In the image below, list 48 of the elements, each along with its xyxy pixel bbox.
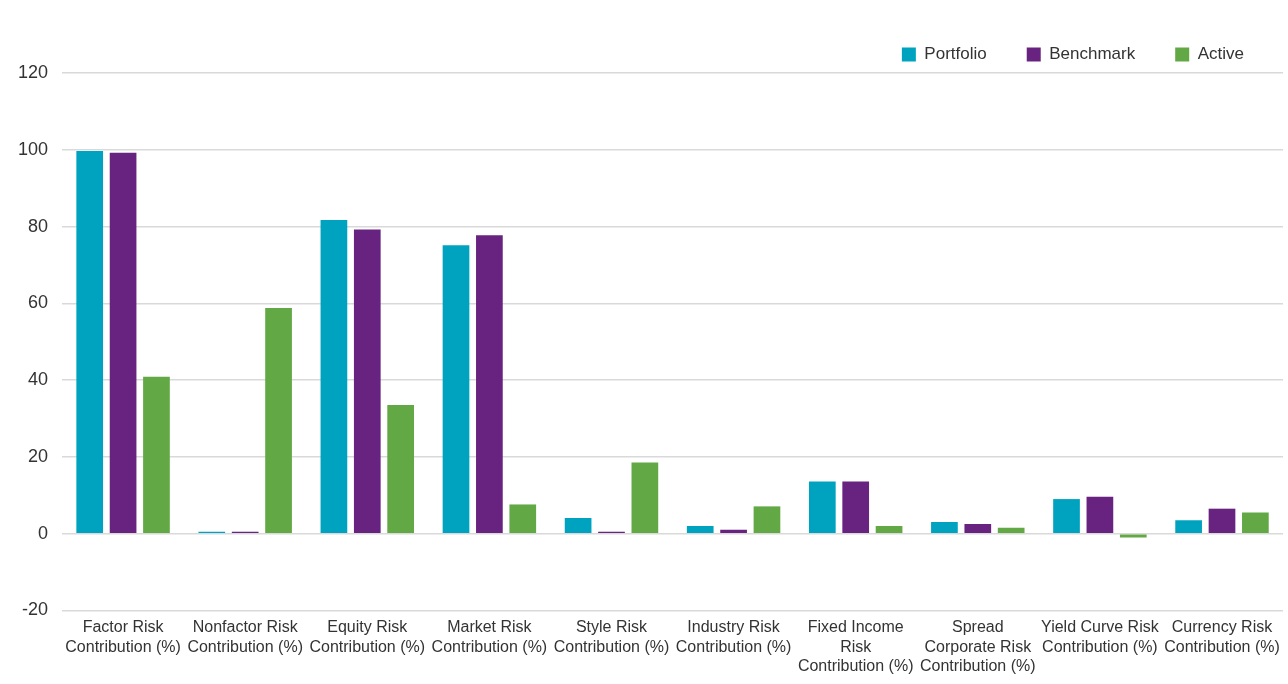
bar bbox=[931, 522, 958, 533]
x-tick-label: Market Risk Contribution (%) bbox=[431, 618, 548, 655]
y-tick-label: 80 bbox=[28, 215, 49, 236]
bar bbox=[631, 462, 659, 533]
x-tick-label: Style Risk Contribution (%) bbox=[553, 618, 670, 655]
bar bbox=[76, 150, 104, 533]
bar bbox=[387, 405, 415, 533]
x-tick-label: Nonfactor Risk Contribution (%) bbox=[187, 618, 303, 655]
y-tick-label: 20 bbox=[28, 445, 49, 466]
y-tick-label: 0 bbox=[38, 522, 49, 543]
bar bbox=[143, 376, 170, 533]
y-tick-label: 40 bbox=[28, 369, 49, 390]
bar bbox=[808, 481, 836, 533]
bar bbox=[265, 307, 292, 533]
legend-label: Active bbox=[1197, 44, 1244, 64]
legend-label: Portfolio bbox=[924, 44, 987, 64]
bar bbox=[442, 245, 470, 533]
bar bbox=[686, 525, 714, 533]
y-tick-label: 60 bbox=[28, 292, 49, 313]
bar bbox=[1086, 496, 1114, 533]
y-tick-label: 100 bbox=[17, 138, 49, 159]
bar bbox=[842, 481, 870, 533]
y-tick-label: 120 bbox=[17, 61, 49, 82]
bar bbox=[720, 529, 747, 533]
x-tick-label: Fixed Income Risk Contribution (%) bbox=[797, 618, 914, 674]
bar bbox=[964, 524, 992, 533]
bar bbox=[1053, 499, 1080, 533]
bar bbox=[753, 506, 781, 533]
bar bbox=[564, 517, 592, 533]
bar bbox=[1175, 520, 1202, 533]
x-tick-label: Industry Risk Contribution (%) bbox=[675, 618, 792, 655]
x-tick-label: Factor Risk Contribution (%) bbox=[65, 618, 181, 655]
bar bbox=[1119, 534, 1147, 538]
y-tick-label: -20 bbox=[22, 599, 49, 620]
bar bbox=[1242, 512, 1269, 533]
bar bbox=[997, 527, 1025, 533]
bar bbox=[353, 229, 381, 533]
x-tick-label: Spread Corporate Risk Contribution (%) bbox=[919, 618, 1036, 674]
bar bbox=[320, 220, 348, 533]
bar bbox=[509, 504, 537, 533]
x-tick-label: Equity Risk Contribution (%) bbox=[309, 618, 426, 655]
x-tick-label: Yield Curve Risk Contribution (%) bbox=[1041, 618, 1160, 655]
legend-label: Benchmark bbox=[1049, 44, 1136, 64]
x-tick-label: Currency Risk Contribution (%) bbox=[1164, 618, 1280, 655]
bar bbox=[109, 152, 137, 533]
bar bbox=[875, 525, 903, 533]
bar bbox=[476, 235, 503, 533]
bar bbox=[1208, 508, 1236, 533]
